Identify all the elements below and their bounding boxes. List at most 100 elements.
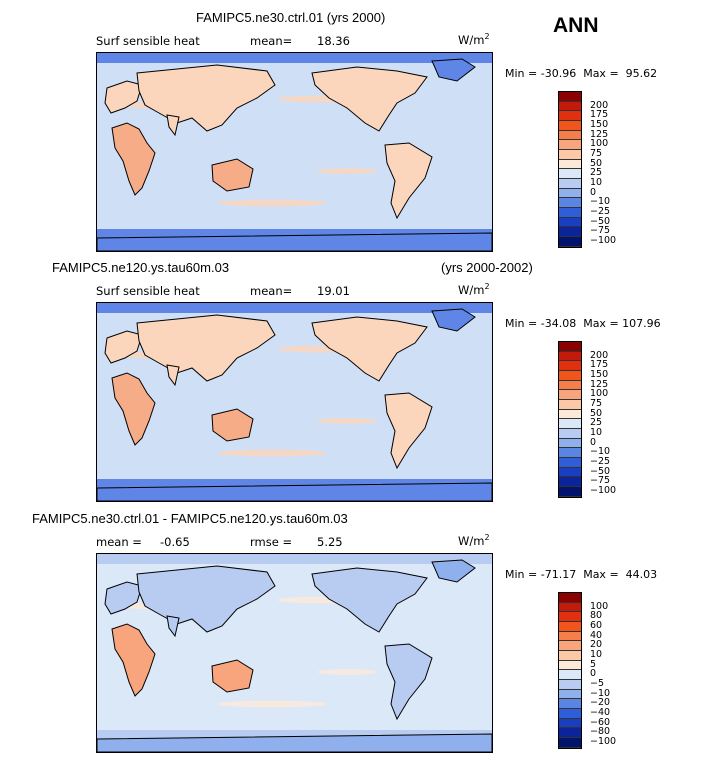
colorbar-tick-label: 175	[590, 359, 609, 371]
panel1-units: W/m2	[458, 32, 490, 47]
colorbar-box	[559, 419, 581, 429]
colorbar-box	[559, 448, 581, 458]
colorbar-box	[559, 679, 581, 690]
colorbar-tick-label: 50	[590, 407, 603, 419]
colorbar-tick-label: 10	[590, 648, 603, 660]
panel3-map-svg	[97, 554, 492, 752]
panel1-minmax: Min = -30.96 Max = 95.62	[505, 67, 658, 80]
colorbar-box	[559, 718, 581, 729]
colorbar-box	[559, 361, 581, 371]
colorbar-tick-label: −20	[590, 697, 611, 709]
colorbar-box	[559, 130, 581, 141]
colorbar-tick-label: 5	[590, 658, 597, 670]
colorbar-boxes	[558, 341, 582, 498]
colorbar-tick-label: 25	[590, 167, 603, 179]
panel2-map-svg	[97, 303, 492, 501]
panel3-rmse-label: rmse =	[250, 535, 293, 549]
colorbar-tick-label: 200	[590, 349, 609, 361]
colorbar-box	[559, 593, 581, 603]
colorbar-box	[559, 689, 581, 700]
colorbar-tick-label: 25	[590, 417, 603, 429]
colorbar-tick-label: 80	[590, 610, 603, 622]
colorbar-tick-label: −25	[590, 455, 611, 467]
colorbar-tick-label: −50	[590, 215, 611, 227]
panel1-case-title: FAMIPC5.ne30.ctrl.01 (yrs 2000)	[196, 10, 386, 25]
panel2-case-title: FAMIPC5.ne120.ys.tau60m.03	[52, 260, 230, 275]
panel3-case-title: FAMIPC5.ne30.ctrl.01 - FAMIPC5.ne120.ys.…	[32, 511, 348, 526]
colorbar-tick-label: 50	[590, 157, 603, 169]
colorbar-box	[559, 198, 581, 208]
colorbar-box	[559, 631, 581, 642]
colorbar-tick-label: 75	[590, 397, 603, 409]
colorbar-box	[559, 342, 581, 352]
colorbar-tick-label: 150	[590, 118, 609, 130]
colorbar-box	[559, 602, 581, 613]
colorbar-box	[559, 159, 581, 170]
panel3-mean-label: mean =	[96, 535, 142, 549]
colorbar-box	[559, 428, 581, 439]
panel1-mean-label: mean=	[250, 34, 293, 48]
colorbar-tick-label: −100	[590, 735, 617, 747]
colorbar-box	[559, 409, 581, 420]
colorbar-tick-label: 0	[590, 186, 597, 198]
colorbar-tick-label: 40	[590, 629, 603, 641]
colorbar-tick-label: 10	[590, 426, 603, 438]
colorbar-tick-label: −80	[590, 726, 611, 738]
colorbar-box	[559, 149, 581, 160]
colorbar-box	[559, 477, 581, 487]
colorbar-box	[559, 169, 581, 179]
colorbar-box	[559, 641, 581, 651]
panel2-map	[96, 302, 493, 502]
panel1-variable-label: Surf sensible heat	[96, 34, 200, 48]
colorbar-tick-label: 125	[590, 378, 609, 390]
colorbar-box	[559, 207, 581, 218]
colorbar-tick-label: 100	[590, 388, 609, 400]
colorbar-tick-label: −10	[590, 196, 611, 208]
colorbar-box	[559, 178, 581, 189]
colorbar-tick-label: 100	[590, 600, 609, 612]
colorbar-tick-label: −10	[590, 687, 611, 699]
colorbar-tick-label: −10	[590, 446, 611, 458]
colorbar-box	[559, 486, 581, 497]
colorbar-box	[559, 111, 581, 121]
colorbar-tick-label: 125	[590, 128, 609, 140]
colorbar-tick-label: −50	[590, 465, 611, 477]
colorbar-tick-label: −75	[590, 475, 611, 487]
panel3-map	[96, 553, 493, 753]
colorbar-box	[559, 612, 581, 622]
colorbar-box	[559, 650, 581, 661]
panel1-map-svg	[97, 53, 492, 251]
colorbar-tick-label: 20	[590, 639, 603, 651]
panel3-minmax: Min = -71.17 Max = 44.03	[505, 568, 658, 581]
panel2-minmax: Min = -34.08 Max = 107.96	[505, 317, 661, 330]
colorbar-box	[559, 370, 581, 381]
colorbar-box	[559, 101, 581, 112]
colorbar-box	[559, 438, 581, 449]
colorbar-boxes	[558, 91, 582, 248]
colorbar-box	[559, 351, 581, 362]
panel1-mean-value: 18.36	[317, 34, 350, 48]
colorbar-box	[559, 217, 581, 228]
colorbar-box	[559, 670, 581, 680]
colorbar-tick-label: 75	[590, 147, 603, 159]
colorbar-tick-label: 0	[590, 668, 597, 680]
colorbar-tick-label: 150	[590, 368, 609, 380]
colorbar-box	[559, 660, 581, 671]
colorbar-box	[559, 188, 581, 199]
colorbar-box	[559, 399, 581, 410]
panel2-units: W/m2	[458, 282, 490, 297]
colorbar-tick-label: 100	[590, 138, 609, 150]
panel1-map	[96, 52, 493, 252]
colorbar-box	[559, 92, 581, 102]
panel3-units: W/m2	[458, 533, 490, 548]
colorbar-box	[559, 457, 581, 468]
colorbar-box	[559, 621, 581, 632]
colorbar-box	[559, 120, 581, 131]
colorbar-box	[559, 390, 581, 400]
colorbar-box	[559, 737, 581, 748]
colorbar-tick-label: 200	[590, 99, 609, 111]
colorbar-tick-label: −100	[590, 484, 617, 496]
colorbar-tick-label: −60	[590, 716, 611, 728]
colorbar-tick-label: 175	[590, 109, 609, 121]
colorbar-box	[559, 140, 581, 150]
